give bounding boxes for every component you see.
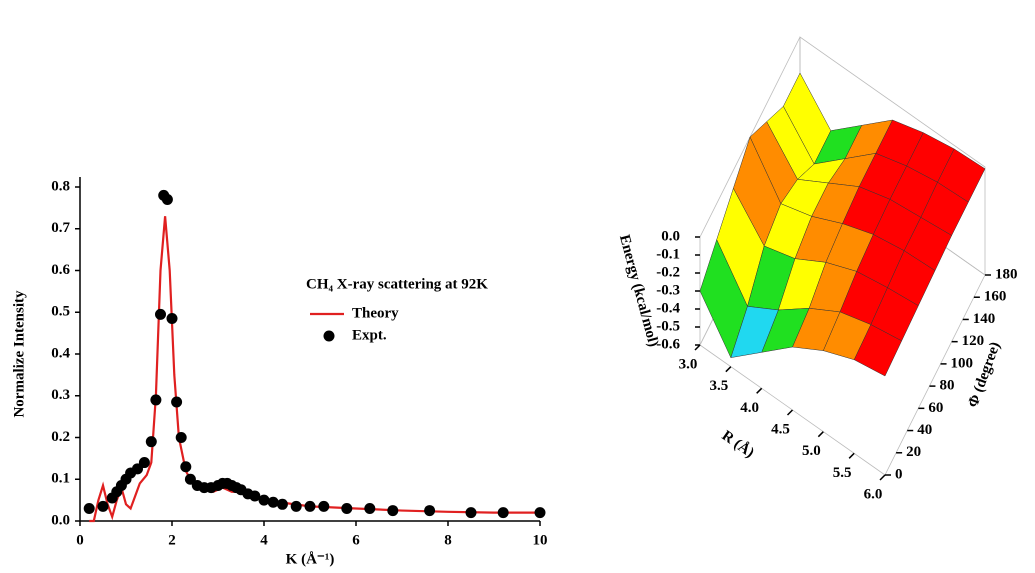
expt-point xyxy=(249,490,261,502)
expt-point xyxy=(304,500,316,512)
x-tick-label: 4 xyxy=(260,532,268,548)
x-tick xyxy=(725,366,732,373)
x-tick-label: 0 xyxy=(76,532,84,548)
legend-label: Expt. xyxy=(352,327,387,343)
z-tick-label: 0.0 xyxy=(661,228,680,244)
y-tick-label: 0.4 xyxy=(51,345,70,361)
expt-point xyxy=(171,396,183,408)
theory-line xyxy=(89,216,540,523)
expt-point xyxy=(258,494,270,506)
y-tick-label: 0.2 xyxy=(51,429,70,445)
y-tick-label: 0.1 xyxy=(51,471,70,487)
y-tick-label: 100 xyxy=(951,355,974,371)
x-tick xyxy=(848,452,855,459)
z-tick-label: -0.2 xyxy=(656,264,680,280)
y-tick-label: 160 xyxy=(984,289,1007,305)
x-tick-label: 10 xyxy=(533,532,548,548)
surface-patch xyxy=(730,306,779,358)
x-tick-label: 3.5 xyxy=(709,378,728,394)
y-tick-label: 0.8 xyxy=(51,178,70,194)
y-tick-label: 140 xyxy=(973,311,996,327)
y-tick-label: 80 xyxy=(939,378,954,394)
expt-point xyxy=(180,461,192,473)
y-tick-label: 180 xyxy=(995,266,1018,282)
x-tick xyxy=(786,409,794,416)
x-tick-label: 4.0 xyxy=(740,400,759,416)
y-tick-label: 0.0 xyxy=(51,512,70,528)
expt-point xyxy=(175,432,187,443)
y-tick-label: 0.6 xyxy=(51,262,70,278)
y-axis-label: Φ (degree) xyxy=(965,340,1003,410)
x-axis-label: R (Å) xyxy=(719,428,757,461)
y-tick-label: 20 xyxy=(906,444,921,460)
z-tick-label: -0.1 xyxy=(656,246,680,262)
x-tick-label: 2 xyxy=(168,532,176,548)
y-tick-label: 0.7 xyxy=(51,220,70,236)
x-tick-label: 5.5 xyxy=(833,465,852,481)
z-tick-label: -0.3 xyxy=(656,282,680,298)
y-axis-label: Normalize Intensity xyxy=(11,290,27,418)
expt-point xyxy=(145,436,157,448)
x-tick-label: 6 xyxy=(352,532,360,548)
z-tick-label: -0.4 xyxy=(656,300,680,316)
x-tick-label: 4.5 xyxy=(771,421,790,437)
expt-point xyxy=(497,507,509,519)
legend-marker xyxy=(323,330,335,342)
expt-point xyxy=(150,394,162,406)
expt-point xyxy=(364,502,376,514)
expt-point xyxy=(534,507,546,519)
y-tick-label: 40 xyxy=(917,422,932,438)
expt-point xyxy=(318,500,330,512)
x-tick xyxy=(817,431,824,438)
z-axis-label: Energy (kcal/mol) xyxy=(616,233,661,349)
x-tick-label: 6.0 xyxy=(864,486,883,502)
x-tick-label: 8 xyxy=(444,532,452,548)
y-tick-label: 0.5 xyxy=(51,304,70,320)
y-tick-label: 0 xyxy=(895,466,903,482)
expt-point xyxy=(387,505,399,517)
expt-point xyxy=(276,498,288,510)
expt-point xyxy=(424,505,436,517)
expt-point xyxy=(341,502,353,514)
x-tick-label: 5.0 xyxy=(802,443,821,459)
y-tick-label: 0.3 xyxy=(51,387,70,403)
legend-label: Theory xyxy=(352,305,399,321)
expt-point xyxy=(465,507,477,519)
x-tick xyxy=(694,344,701,351)
x-axis-label: K (Å⁻¹) xyxy=(286,551,335,567)
x-tick xyxy=(879,474,886,481)
y-tick-label: 60 xyxy=(928,400,943,416)
expt-point xyxy=(161,194,173,206)
z-tick-label: -0.5 xyxy=(656,318,680,334)
expt-point xyxy=(97,500,109,512)
expt-point xyxy=(83,502,95,514)
surface-patch xyxy=(853,324,902,377)
y-tick-label: 120 xyxy=(962,333,985,349)
expt-point xyxy=(166,313,178,325)
x-tick xyxy=(756,387,763,394)
expt-point xyxy=(290,500,302,512)
expt-point xyxy=(138,457,150,469)
expt-point xyxy=(267,496,279,508)
z-tick-label: -0.6 xyxy=(656,336,680,352)
legend-title: CH₄ X-ray scattering at 92K xyxy=(306,276,488,292)
x-tick-label: 3.0 xyxy=(679,356,698,372)
expt-point xyxy=(155,308,166,320)
